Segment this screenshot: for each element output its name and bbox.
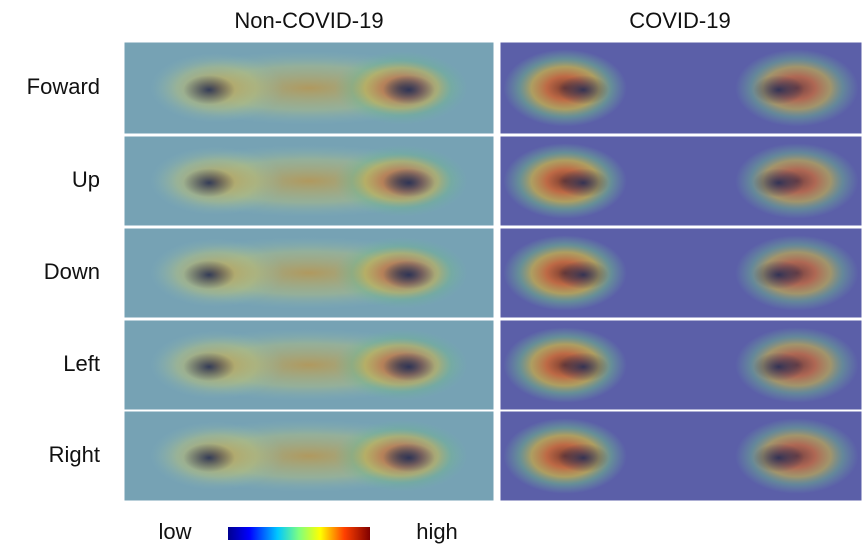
eye <box>383 443 435 472</box>
eye <box>558 443 609 472</box>
eye <box>558 352 609 381</box>
row-label: Left <box>63 351 100 376</box>
row-labels: Foward Up Down Left Right <box>27 74 100 467</box>
eye <box>753 352 804 381</box>
colorbar-low-label: low <box>158 519 191 544</box>
heatmap-panel <box>500 320 862 410</box>
eye <box>383 260 435 289</box>
eye <box>183 168 235 197</box>
eye <box>183 443 235 472</box>
eye <box>558 168 609 197</box>
heatmap-panel <box>500 411 862 501</box>
heatmap-panel <box>124 411 494 501</box>
eye <box>753 443 804 472</box>
heatmap-panel <box>124 42 494 134</box>
colorbar <box>228 527 370 540</box>
heatmap-panel <box>124 228 494 318</box>
eye <box>558 75 609 104</box>
figure: Non-COVID-19 COVID-19 Foward Up Down Left Ri… <box>0 0 862 556</box>
heatmap-panel <box>500 228 862 318</box>
heatmap-grid <box>124 42 862 501</box>
eye <box>753 75 804 104</box>
eye <box>383 168 435 197</box>
column-header: COVID-19 <box>629 8 730 33</box>
eye <box>753 260 804 289</box>
eye <box>183 352 235 381</box>
row-label: Up <box>72 167 100 192</box>
eye <box>383 75 435 104</box>
heatmap-panel <box>124 320 494 410</box>
heatmap-panel <box>500 136 862 226</box>
eye <box>753 168 804 197</box>
eye <box>383 352 435 381</box>
column-header: Non-COVID-19 <box>234 8 383 33</box>
eye <box>183 75 235 104</box>
row-label: Right <box>49 442 100 467</box>
row-label: Foward <box>27 74 100 99</box>
heatmap-panel <box>500 42 862 134</box>
colorbar-high-label: high <box>416 519 458 544</box>
eye <box>558 260 609 289</box>
eye <box>183 260 235 289</box>
heatmap-panel <box>124 136 494 226</box>
row-label: Down <box>44 259 100 284</box>
